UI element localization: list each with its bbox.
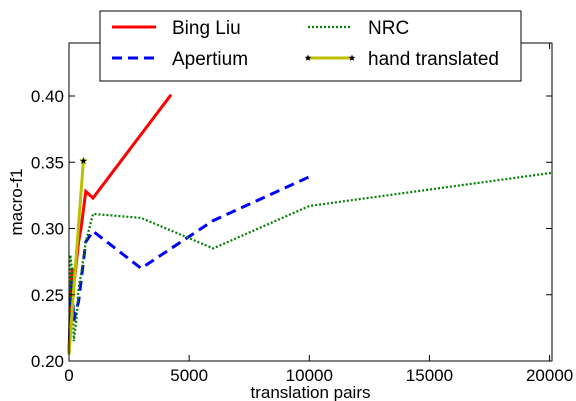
y-tick-label: 0.35 bbox=[31, 153, 64, 172]
y-tick-label: 0.40 bbox=[31, 87, 64, 106]
y-tick-label: 0.30 bbox=[31, 220, 64, 239]
legend-marker-right bbox=[348, 54, 356, 61]
legend-marker-left bbox=[304, 54, 312, 61]
y-axis-label: macro-f1 bbox=[7, 168, 26, 235]
series-line-2 bbox=[67, 171, 553, 355]
x-axis-label: translation pairs bbox=[250, 383, 370, 401]
plot-frame bbox=[68, 42, 553, 362]
legend-box bbox=[99, 10, 522, 82]
series-line-0 bbox=[67, 93, 173, 355]
legend: Bing Liu Apertium NRC hand translated bbox=[99, 10, 522, 82]
legend-label-0: Bing Liu bbox=[172, 18, 241, 39]
x-tick-label: 0 bbox=[64, 366, 73, 385]
series-line-3 bbox=[67, 160, 85, 355]
x-tick-label: 10000 bbox=[286, 366, 333, 385]
x-tick-label: 15000 bbox=[406, 366, 453, 385]
series-marker-3 bbox=[78, 156, 88, 165]
plot-lines bbox=[67, 93, 553, 355]
axis-ticks: 0 5000 10000 15000 20000 0.20 0.25 0.30 0.35 0.40 bbox=[31, 43, 573, 385]
x-tick-label: 20000 bbox=[526, 366, 573, 385]
y-tick-label: 0.25 bbox=[31, 286, 64, 305]
series-line-1 bbox=[67, 175, 310, 355]
legend-label-3: hand translated bbox=[368, 49, 499, 70]
legend-label-2: NRC bbox=[368, 18, 409, 39]
x-tick-label: 5000 bbox=[170, 366, 208, 385]
legend-label-1: Apertium bbox=[172, 49, 248, 70]
y-tick-label: 0.20 bbox=[31, 352, 64, 371]
